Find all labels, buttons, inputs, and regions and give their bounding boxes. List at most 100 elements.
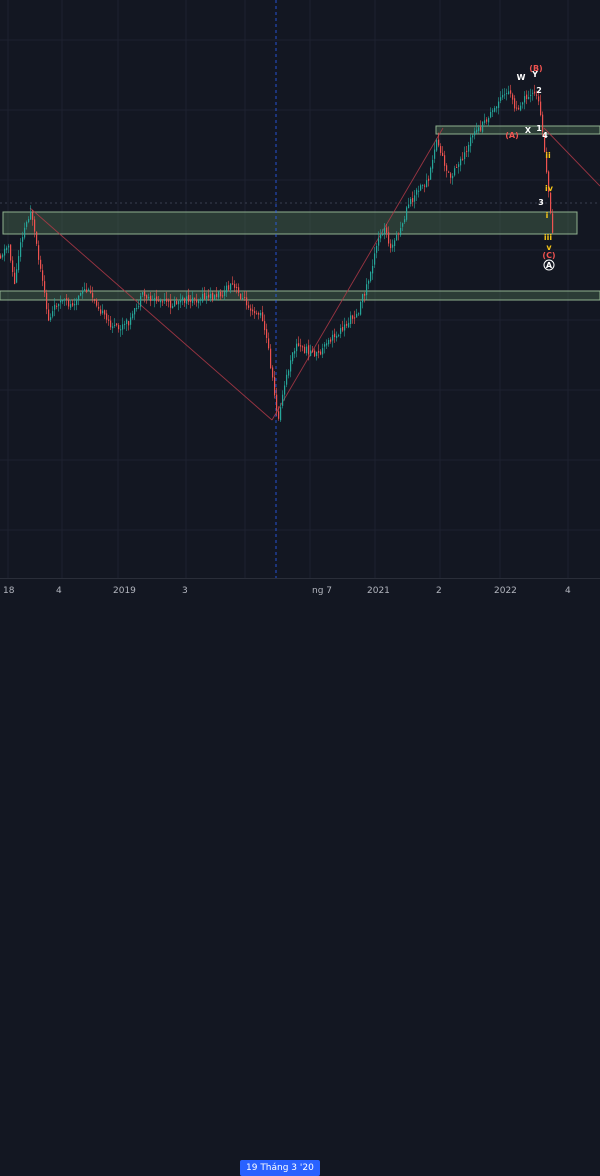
candle-body bbox=[12, 260, 14, 272]
candle-body bbox=[102, 310, 104, 314]
candle-body bbox=[40, 259, 42, 269]
candle-body bbox=[270, 348, 272, 369]
wave-label: v bbox=[546, 243, 552, 252]
candle-body bbox=[422, 184, 424, 186]
candle-body bbox=[128, 321, 130, 326]
candle-body bbox=[302, 346, 304, 348]
candle-body bbox=[412, 198, 414, 203]
candle-body bbox=[234, 284, 236, 288]
candle-body bbox=[0, 255, 2, 259]
candle-body bbox=[542, 114, 544, 133]
candle-body bbox=[52, 311, 54, 317]
wave-label: ii bbox=[545, 151, 551, 160]
candle-body bbox=[210, 293, 212, 299]
price-zone bbox=[435, 125, 600, 135]
wave-label: (B) bbox=[529, 64, 542, 73]
candle-body bbox=[496, 106, 498, 109]
candle-body bbox=[136, 308, 138, 310]
candle-body bbox=[470, 137, 472, 147]
candle-body bbox=[398, 233, 400, 235]
x-tick-label: 2021 bbox=[367, 586, 390, 596]
candle-body bbox=[190, 300, 192, 302]
candle-body bbox=[268, 338, 270, 349]
wave-label: A bbox=[546, 261, 553, 270]
candle-body bbox=[370, 272, 372, 282]
wave-label: W bbox=[517, 73, 526, 82]
candle-body bbox=[178, 301, 180, 305]
candle-body bbox=[508, 91, 510, 95]
candle-body bbox=[2, 254, 4, 258]
candle-body bbox=[532, 92, 534, 94]
candle-body bbox=[428, 178, 430, 181]
candle-body bbox=[170, 300, 172, 308]
candle-body bbox=[308, 345, 310, 355]
candle-body bbox=[188, 295, 190, 302]
candle-body bbox=[430, 167, 432, 180]
candle-body bbox=[320, 351, 322, 355]
candle-body bbox=[444, 155, 446, 166]
candle-body bbox=[70, 304, 72, 308]
candle-body bbox=[348, 322, 350, 328]
candle-body bbox=[20, 242, 22, 257]
candle-body bbox=[324, 344, 326, 347]
candle-body bbox=[552, 213, 554, 233]
candle-body bbox=[132, 313, 134, 319]
candle-body bbox=[536, 94, 538, 96]
candle-body bbox=[490, 111, 492, 118]
time-axis[interactable]: 18 4 2019 3 ng 7 2021 2 2022 4 19 Tháng … bbox=[0, 578, 600, 1176]
wave-label: 2 bbox=[536, 86, 542, 95]
candle-body bbox=[36, 231, 38, 244]
crosshair bbox=[0, 0, 600, 578]
candle-body bbox=[480, 127, 482, 131]
candle-body bbox=[18, 256, 20, 271]
wave-label: i bbox=[546, 211, 549, 220]
candle-body bbox=[176, 300, 178, 305]
candle-body bbox=[154, 297, 156, 302]
candle-body bbox=[298, 343, 300, 346]
candle-body bbox=[104, 310, 106, 315]
candle-body bbox=[92, 293, 94, 298]
candle-body bbox=[434, 149, 436, 159]
wave-label-circle bbox=[543, 259, 555, 271]
candle-body bbox=[476, 129, 478, 133]
candle-body bbox=[140, 296, 142, 307]
candle-body bbox=[80, 293, 82, 296]
candle-body bbox=[100, 309, 102, 314]
candle-body bbox=[108, 319, 110, 321]
candle-body bbox=[106, 313, 108, 320]
candle-body bbox=[78, 295, 80, 300]
candle-body bbox=[452, 175, 454, 179]
candle-body bbox=[114, 324, 116, 326]
candle-body bbox=[218, 291, 220, 298]
candle-body bbox=[462, 158, 464, 160]
candle-body bbox=[182, 297, 184, 300]
candle-body bbox=[216, 293, 218, 297]
candle-body bbox=[76, 299, 78, 305]
candle-body bbox=[466, 150, 468, 152]
candle-body bbox=[456, 167, 458, 169]
candle-body bbox=[254, 311, 256, 314]
candle-body bbox=[198, 299, 200, 304]
candle-body bbox=[138, 306, 140, 308]
candle-body bbox=[526, 94, 528, 100]
candle-body bbox=[240, 293, 242, 299]
candle-body bbox=[48, 309, 50, 321]
candle-body bbox=[366, 284, 368, 296]
candle-body bbox=[514, 98, 516, 109]
grid bbox=[0, 0, 600, 578]
wave-label: X bbox=[525, 126, 532, 135]
candle-body bbox=[442, 152, 444, 157]
candle-body bbox=[8, 245, 10, 248]
candle-body bbox=[264, 321, 266, 331]
candle-body bbox=[468, 144, 470, 152]
candle-body bbox=[232, 283, 234, 285]
candle-body bbox=[326, 343, 328, 346]
candle-body bbox=[296, 343, 298, 352]
wave-label: iii bbox=[544, 233, 552, 242]
candle-body bbox=[432, 159, 434, 169]
candle-body bbox=[16, 269, 18, 283]
candle-body bbox=[184, 298, 186, 303]
candle-body bbox=[350, 315, 352, 324]
candle-body bbox=[438, 139, 440, 146]
